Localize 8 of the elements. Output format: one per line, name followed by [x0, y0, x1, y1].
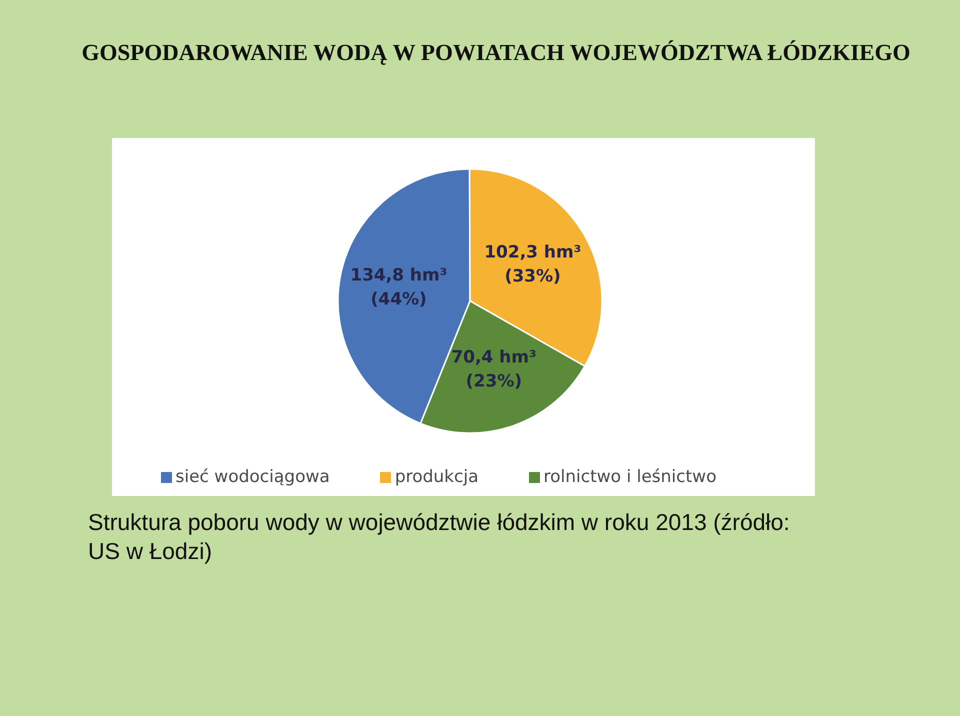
legend-label: rolnictwo i leśnictwo — [544, 467, 716, 487]
legend-label: sieć wodociągowa — [176, 467, 330, 487]
data-label: 70,4 hm³ (23%) — [451, 348, 536, 392]
chart-title: GOSPODAROWANIE WODĄ W POWIATACH WOJEWÓDZTWA ŁÓDZKIEGO — [80, 40, 912, 66]
data-label: 102,3 hm³ (33%) — [484, 242, 582, 286]
data-label: 134,8 hm³ (44%) — [350, 265, 448, 310]
text: Struktura poboru wody w województwie łódzkim w roku 2013 (źródło: US w Łodzi) — [88, 508, 791, 566]
legend-label: produkcja — [394, 467, 479, 487]
